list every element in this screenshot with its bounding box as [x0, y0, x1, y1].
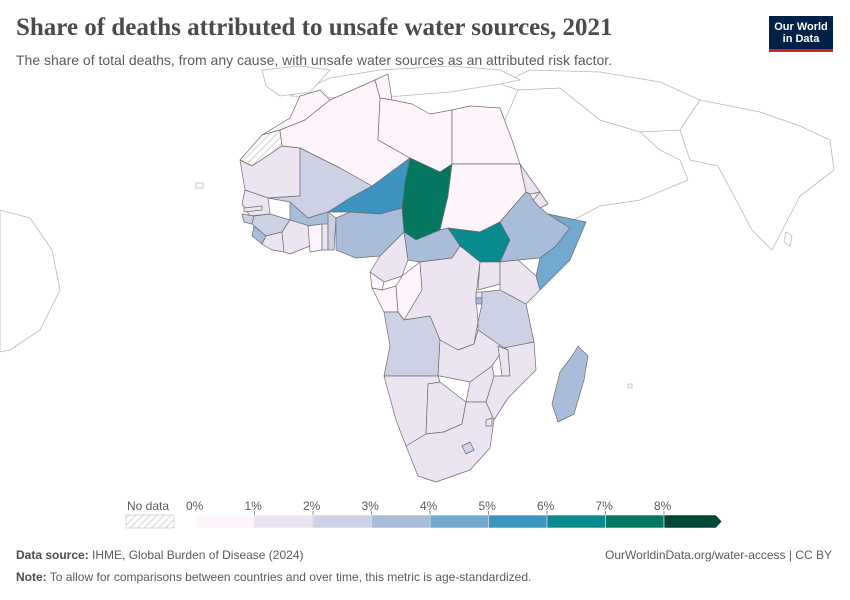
- country-angola: [383, 311, 441, 377]
- brazil-outline: [0, 209, 61, 353]
- africa-map: [0, 66, 835, 483]
- country-eswatini: [485, 417, 493, 427]
- footer-note: Note: To allow for comparisons between c…: [16, 570, 531, 584]
- legend-tick-label: 3%: [361, 499, 379, 513]
- legend-bin-8-9: [663, 514, 723, 529]
- country-lesotho: [461, 441, 475, 455]
- country-ghana: [307, 223, 323, 253]
- legend-bin-0-1: [195, 514, 255, 529]
- legend-tick-label: 7%: [595, 499, 613, 513]
- island-chain-2: [627, 383, 633, 389]
- legend-tick-label: 4%: [420, 499, 438, 513]
- legend-tick-label: 1%: [244, 499, 262, 513]
- footer-url-link[interactable]: OurWorldinData.org/water-access | CC BY: [605, 548, 832, 562]
- legend-tick-label: 6%: [537, 499, 555, 513]
- legend-bin-1-2: [254, 514, 314, 529]
- logo-line-1: Our World: [774, 21, 828, 33]
- footer-note-text: To allow for comparisons between countri…: [49, 570, 532, 584]
- country-madagascar: [551, 345, 589, 423]
- chart-title: Share of deaths attributed to unsafe wat…: [16, 14, 613, 41]
- footer-source: Data source: IHME, Global Burden of Dise…: [16, 548, 303, 562]
- legend-tick-label: 5%: [478, 499, 496, 513]
- legend-bin-7-8: [605, 514, 665, 529]
- legend-bin-5-6: [488, 514, 548, 529]
- legend-no-data-swatch: [125, 514, 175, 529]
- africa-countries: [239, 73, 589, 483]
- country-togo: [321, 223, 329, 251]
- country-burundi: [475, 297, 483, 305]
- iberia-outline: [261, 66, 331, 97]
- country-benin: [327, 211, 337, 251]
- legend-bin-6-7: [546, 514, 606, 529]
- legend-bin-3-4: [371, 514, 431, 529]
- legend-bin-2-3: [312, 514, 372, 529]
- country-south-africa: [405, 401, 495, 483]
- country-gabon: [371, 285, 399, 313]
- outside-region-land: [0, 66, 835, 389]
- india-outline: [679, 99, 835, 251]
- legend-tick-label: 0%: [186, 499, 204, 513]
- footer-source-label: Data source:: [16, 548, 89, 562]
- legend-bin-4-5: [429, 514, 489, 529]
- footer-source-text: IHME, Global Burden of Disease (2024): [92, 548, 304, 562]
- owid-logo[interactable]: Our World in Data: [769, 16, 833, 52]
- country-rwanda: [475, 291, 483, 299]
- logo-line-2: in Data: [782, 33, 820, 45]
- footer-note-label: Note:: [16, 570, 47, 584]
- chart-subtitle: The share of total deaths, from any caus…: [16, 52, 613, 68]
- island-chain-1: [195, 182, 204, 189]
- country-kenya: [499, 259, 541, 305]
- legend-tick-label: 8%: [654, 499, 672, 513]
- country-zimbabwe: [465, 365, 495, 403]
- legend-no-data-label: No data: [127, 499, 170, 513]
- sri-lanka-outline: [783, 231, 793, 247]
- country-gambia: [243, 205, 263, 213]
- legend-tick-label: 2%: [303, 499, 321, 513]
- country-uganda: [477, 261, 501, 291]
